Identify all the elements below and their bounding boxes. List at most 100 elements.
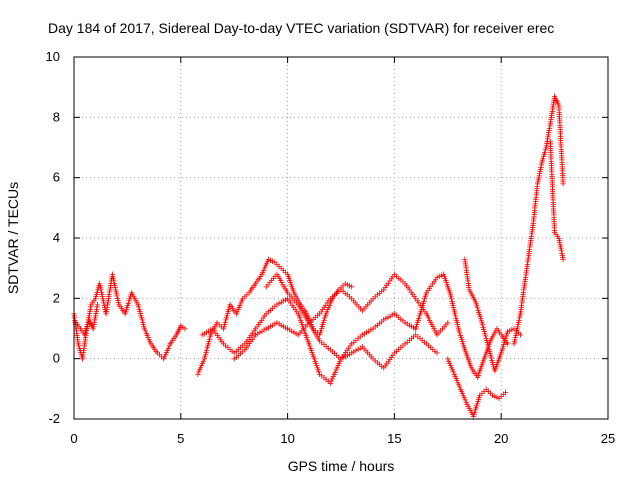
data-point: + (146, 334, 152, 346)
data-point: + (540, 151, 546, 163)
data-point: + (545, 132, 551, 144)
data-point: + (321, 372, 327, 384)
data-point: + (546, 127, 552, 139)
data-point: + (520, 291, 526, 303)
data-point: + (477, 364, 483, 376)
data-point: + (432, 274, 438, 286)
data-point: + (126, 296, 132, 308)
data-point: + (244, 289, 250, 301)
data-point: + (463, 265, 469, 277)
data-point: + (267, 277, 273, 289)
data-point: + (481, 324, 487, 336)
data-point: + (527, 237, 533, 249)
data-point: + (217, 334, 223, 346)
data-point: + (521, 278, 527, 290)
data-point: + (207, 332, 213, 344)
data-point: + (551, 212, 557, 224)
data-point: + (92, 293, 98, 305)
data-point: + (426, 315, 432, 327)
data-point: + (274, 269, 280, 281)
data-point: + (300, 303, 306, 315)
data-point: + (303, 313, 309, 325)
data-point: + (548, 158, 554, 170)
data-point: + (449, 298, 455, 310)
data-point: + (220, 324, 226, 336)
data-point: + (372, 322, 378, 334)
data-point: + (291, 287, 297, 299)
data-point: + (200, 356, 206, 368)
data-point: + (467, 359, 473, 371)
data-point: + (84, 321, 90, 333)
data-point: + (464, 271, 470, 283)
data-point: + (319, 371, 325, 383)
data-point: + (223, 313, 229, 325)
data-point: + (107, 280, 113, 292)
data-point: + (474, 303, 480, 315)
data-point: + (398, 342, 404, 354)
data-point: + (431, 277, 437, 289)
data-point: + (494, 324, 500, 336)
data-point: + (540, 153, 546, 165)
data-point: + (463, 263, 469, 275)
data-point: + (470, 292, 476, 304)
data-point: + (535, 177, 541, 189)
data-point: + (433, 327, 439, 339)
data-point: + (549, 175, 555, 187)
data-point: + (326, 300, 332, 312)
data-point: + (314, 362, 320, 374)
data-point: + (551, 214, 557, 226)
data-point: + (368, 325, 374, 337)
data-point: + (558, 148, 564, 160)
x-tick-label: 10 (280, 431, 294, 446)
data-point: + (261, 265, 267, 277)
data-point: + (487, 336, 493, 348)
data-point: + (488, 353, 494, 365)
data-point: + (556, 109, 562, 121)
data-point: + (518, 300, 524, 312)
data-point: + (558, 146, 564, 158)
data-point: + (509, 325, 515, 337)
data-point: + (282, 267, 288, 279)
data-point: + (346, 292, 352, 304)
data-point: + (325, 343, 331, 355)
data-point: + (387, 354, 393, 366)
data-point: + (331, 292, 337, 304)
data-point: + (322, 311, 328, 323)
data-point: + (247, 285, 253, 297)
data-point: + (524, 263, 530, 275)
data-point: + (76, 321, 82, 333)
data-point: + (382, 282, 388, 294)
data-point: + (556, 233, 562, 245)
data-point: + (113, 289, 119, 301)
data-point: + (173, 330, 179, 342)
data-point: + (465, 276, 471, 288)
data-point: + (294, 306, 300, 318)
data-point: + (490, 361, 496, 373)
data-point: + (265, 279, 271, 291)
data-point: + (320, 319, 326, 331)
data-point: + (471, 407, 477, 419)
data-point: + (74, 332, 80, 344)
data-point: + (316, 308, 322, 320)
data-point: + (558, 135, 564, 147)
data-point: + (88, 320, 94, 332)
data-point: + (464, 274, 470, 286)
data-point: + (478, 362, 484, 374)
data-point: + (351, 346, 357, 358)
data-point: + (417, 309, 423, 321)
data-point: + (331, 369, 337, 381)
data-point: + (240, 340, 246, 352)
data-point: + (400, 340, 406, 352)
data-point: + (422, 292, 428, 304)
data-point: + (489, 390, 495, 402)
data-point: + (481, 386, 487, 398)
data-point: + (421, 296, 427, 308)
data-point: + (547, 121, 553, 133)
data-point: + (466, 284, 472, 296)
data-point: + (378, 286, 384, 298)
data-point: + (197, 362, 203, 374)
data-point: + (550, 97, 556, 109)
data-point: + (278, 277, 284, 289)
data-point: + (328, 376, 334, 388)
data-point: + (453, 373, 459, 385)
